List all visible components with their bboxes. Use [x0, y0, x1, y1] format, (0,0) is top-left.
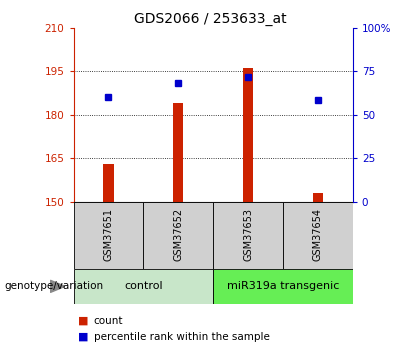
Text: ■: ■ — [78, 332, 88, 342]
Text: miR319a transgenic: miR319a transgenic — [227, 282, 339, 291]
Bar — [312, 193, 323, 202]
Bar — [213, 269, 353, 304]
Text: count: count — [94, 316, 123, 326]
Bar — [283, 202, 353, 269]
Text: GSM37654: GSM37654 — [313, 208, 323, 260]
Bar — [74, 202, 143, 269]
Bar — [143, 202, 213, 269]
Bar — [213, 202, 283, 269]
Bar — [173, 103, 184, 202]
Bar — [74, 269, 213, 304]
Text: ■: ■ — [78, 316, 88, 326]
Text: genotype/variation: genotype/variation — [4, 282, 103, 291]
Bar — [243, 68, 253, 202]
Text: GDS2066 / 253633_at: GDS2066 / 253633_at — [134, 12, 286, 26]
Text: GSM37652: GSM37652 — [173, 208, 183, 261]
Text: percentile rank within the sample: percentile rank within the sample — [94, 332, 270, 342]
Text: GSM37651: GSM37651 — [103, 208, 113, 260]
Polygon shape — [50, 280, 65, 293]
Text: control: control — [124, 282, 163, 291]
Text: GSM37653: GSM37653 — [243, 208, 253, 260]
Bar — [103, 164, 114, 202]
